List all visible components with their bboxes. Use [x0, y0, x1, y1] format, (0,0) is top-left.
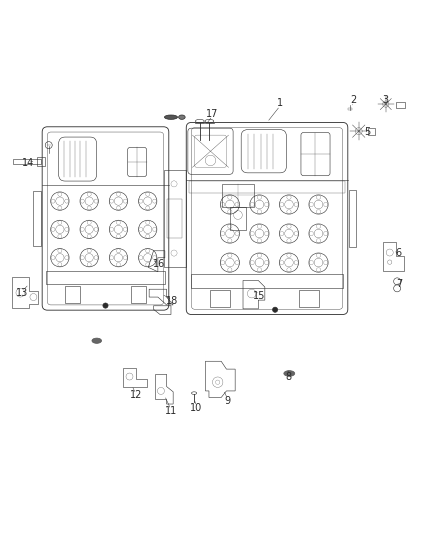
Text: 17: 17 — [206, 109, 219, 119]
Bar — [33, 191, 41, 246]
Text: 14: 14 — [22, 158, 34, 167]
Text: 7: 7 — [396, 279, 403, 289]
Text: 11: 11 — [165, 407, 177, 416]
Bar — [65, 286, 80, 303]
Bar — [230, 207, 246, 230]
Text: 13: 13 — [16, 288, 28, 298]
Bar — [164, 171, 186, 266]
Text: 1: 1 — [277, 98, 283, 108]
Ellipse shape — [164, 115, 177, 119]
Ellipse shape — [284, 370, 295, 376]
Bar — [37, 157, 45, 166]
Text: 18: 18 — [166, 296, 178, 306]
Bar — [222, 184, 254, 207]
Bar — [13, 159, 41, 164]
Text: 12: 12 — [130, 390, 142, 400]
Bar — [191, 274, 343, 288]
Bar — [396, 102, 405, 108]
Bar — [299, 289, 319, 307]
Bar — [348, 108, 352, 110]
Ellipse shape — [92, 338, 102, 343]
Text: 3: 3 — [382, 95, 388, 104]
Bar — [190, 181, 345, 192]
Ellipse shape — [179, 115, 185, 119]
Text: 10: 10 — [190, 403, 202, 414]
Bar — [368, 128, 375, 135]
Circle shape — [272, 307, 278, 312]
Text: 6: 6 — [395, 248, 401, 259]
Text: 9: 9 — [225, 396, 231, 406]
Text: 8: 8 — [286, 372, 292, 382]
Bar — [131, 286, 146, 303]
Bar — [46, 271, 165, 285]
Circle shape — [103, 303, 108, 308]
Text: 16: 16 — [152, 260, 165, 269]
Text: 15: 15 — [254, 291, 266, 301]
Bar — [211, 289, 230, 307]
Bar — [349, 190, 356, 247]
Text: 5: 5 — [364, 127, 371, 137]
Text: 2: 2 — [350, 95, 357, 104]
Bar — [166, 199, 182, 238]
